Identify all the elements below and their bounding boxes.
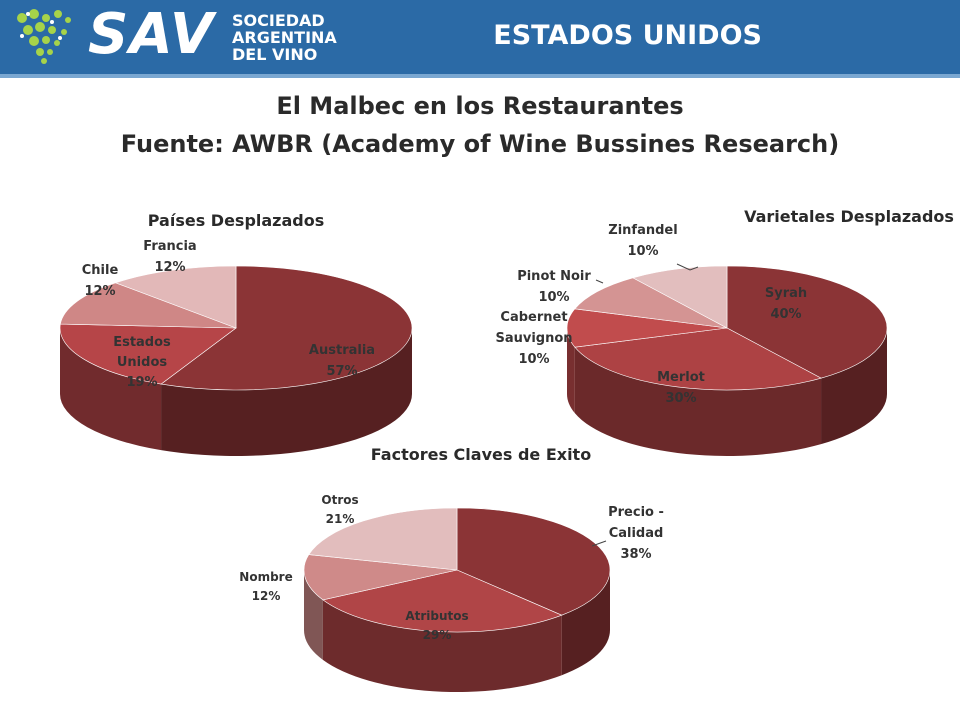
pie-slice-5: [632, 265, 728, 329]
pie-slice-2: [322, 569, 563, 633]
pie-slice-2: [574, 327, 822, 391]
leader-line: [595, 279, 604, 284]
slice-label: Zinfandel: [608, 223, 677, 238]
slice-value: 38%: [620, 547, 651, 562]
region-title: ESTADOS UNIDOS: [493, 20, 762, 51]
slice-label: Unidos: [117, 355, 168, 370]
slice-value: 10%: [538, 290, 569, 305]
slice-label: Precio -: [608, 505, 664, 520]
pie-slice-3: [59, 282, 237, 329]
brand-logo-text: SAV: [88, 2, 215, 67]
slice-value: 40%: [770, 307, 801, 322]
brand-subtitle: SOCIEDAD ARGENTINA DEL VINO: [232, 11, 337, 64]
chart-title: Varietales Desplazados: [744, 207, 954, 226]
pie-side-3: [567, 328, 575, 414]
slice-label: Otros: [321, 493, 358, 507]
chart-title: Países Desplazados: [148, 211, 325, 230]
slice-label: Pinot Noir: [517, 269, 591, 284]
slice-label: Francia: [143, 239, 196, 254]
slice-value: 29%: [423, 628, 452, 642]
slice-value: 57%: [326, 364, 357, 379]
slice-value: 19%: [126, 375, 157, 390]
pie-side-2: [322, 599, 562, 692]
page-title: El Malbec en los Restaurantes: [276, 92, 684, 120]
page-subtitle: Fuente: AWBR (Academy of Wine Bussines R…: [120, 130, 840, 158]
leader-line: [591, 540, 607, 547]
pie-slice-1: [726, 265, 888, 379]
pie-slice-2: [59, 323, 237, 385]
pie-side-1: [161, 328, 412, 456]
slice-value: 12%: [154, 260, 185, 275]
pie-chart-2: Varietales Desplazados Syrah 40% Merlot 30% C…: [495, 207, 954, 457]
pie-side-1: [821, 328, 887, 445]
pie-side-2: [574, 347, 822, 457]
slice-value: 12%: [252, 589, 281, 603]
slice-value: 30%: [665, 391, 696, 406]
header-divider: [0, 74, 960, 78]
chart-title: Factores Claves de Exito: [371, 445, 591, 464]
pie-side-3: [304, 570, 323, 660]
pie-side-1: [561, 570, 610, 676]
slice-value: 10%: [627, 244, 658, 259]
slice-label: Nombre: [239, 570, 292, 584]
header-bar: [0, 0, 960, 74]
slice-label: Merlot: [657, 370, 705, 385]
pie-chart-1: Países Desplazados Australia 57% Estados Uni…: [59, 211, 413, 456]
pie-slice-4: [308, 507, 458, 571]
slice-label: Atributos: [405, 609, 468, 623]
slice-label: Estados: [113, 335, 171, 350]
pie-side-2: [60, 328, 162, 451]
pie-slice-1: [160, 265, 413, 391]
pie-slice-4: [114, 265, 237, 329]
pie-slice-3: [303, 554, 458, 601]
pie-slice-1: [456, 507, 611, 616]
pie-slice-4: [574, 277, 728, 329]
slice-label: Syrah: [765, 286, 807, 301]
slice-value: 21%: [326, 512, 355, 526]
slice-label: Sauvignon: [495, 331, 572, 346]
grape-logo-icon: [17, 9, 71, 64]
slice-label: Cabernet: [500, 310, 567, 325]
pie-slice-3: [566, 308, 728, 348]
slice-value: 10%: [518, 352, 549, 367]
slice-label: Chile: [82, 263, 119, 278]
slice-label: Australia: [309, 343, 375, 358]
slice-label: Calidad: [609, 526, 664, 541]
pie-chart-3: Factores Claves de Exito Precio - Calidad 3…: [239, 445, 664, 692]
leader-line: [676, 263, 699, 271]
slice-value: 12%: [84, 284, 115, 299]
